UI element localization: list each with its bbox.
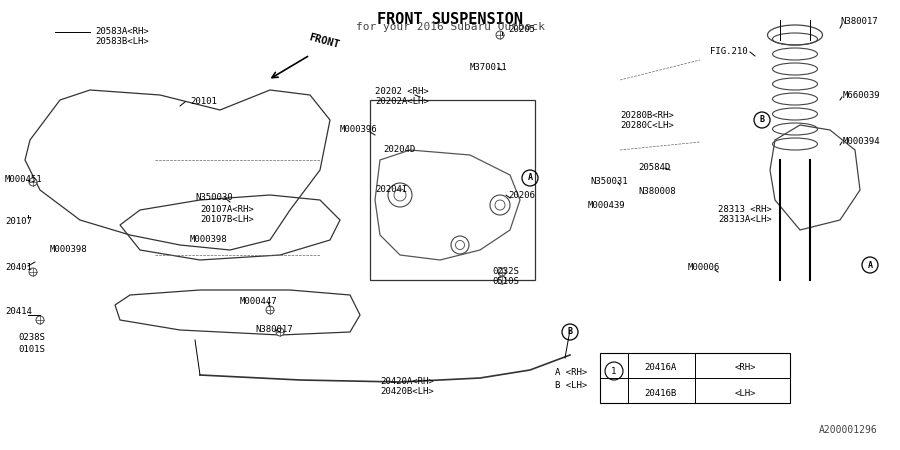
Bar (600, 353, 790, 403)
Text: B: B (760, 116, 764, 125)
Circle shape (498, 276, 506, 284)
Circle shape (29, 178, 37, 186)
Text: 20420B<LH>: 20420B<LH> (380, 387, 434, 396)
Text: 28313A<LH>: 28313A<LH> (718, 216, 772, 225)
Text: 20202 <RH>: 20202 <RH> (375, 87, 428, 96)
Text: 20416A: 20416A (644, 364, 676, 373)
Text: N350031: N350031 (590, 177, 627, 186)
Text: 28313 <RH>: 28313 <RH> (718, 206, 772, 215)
Text: M660039: M660039 (843, 90, 880, 99)
Circle shape (498, 268, 506, 276)
Circle shape (29, 268, 37, 276)
Text: 20204D: 20204D (383, 145, 415, 154)
Text: M000447: M000447 (240, 297, 277, 306)
Text: 0510S: 0510S (492, 278, 519, 287)
Text: A: A (868, 261, 872, 270)
Text: 20420A<RH>: 20420A<RH> (380, 378, 434, 387)
Text: 20204I: 20204I (375, 185, 407, 194)
Text: M370011: M370011 (470, 63, 508, 72)
Text: B: B (568, 328, 572, 337)
Text: 0238S: 0238S (18, 333, 45, 342)
Text: 20584D: 20584D (638, 163, 670, 172)
Text: 20107B<LH>: 20107B<LH> (200, 216, 254, 225)
Text: M000396: M000396 (340, 126, 378, 135)
Text: 20202A<LH>: 20202A<LH> (375, 98, 428, 107)
Text: M000398: M000398 (190, 235, 228, 244)
Text: FRONT SUSPENSION: FRONT SUSPENSION (377, 12, 523, 27)
Text: A: A (527, 174, 533, 183)
Text: 20205: 20205 (508, 26, 535, 35)
Text: 20101: 20101 (190, 98, 217, 107)
Text: M000398: M000398 (50, 246, 87, 255)
Bar (370, 100, 535, 280)
Text: 0232S: 0232S (492, 267, 519, 276)
Text: M000439: M000439 (588, 201, 626, 210)
Text: 20107A<RH>: 20107A<RH> (200, 206, 254, 215)
Text: B <LH>: B <LH> (555, 381, 587, 390)
Text: M000394: M000394 (843, 138, 880, 147)
Text: A200001296: A200001296 (819, 425, 878, 435)
Text: <RH>: <RH> (734, 364, 756, 373)
Text: 20280B<RH>: 20280B<RH> (620, 111, 674, 120)
Circle shape (266, 306, 274, 314)
Text: A <RH>: A <RH> (555, 368, 587, 377)
Text: 20401: 20401 (5, 264, 32, 273)
Text: 20414: 20414 (5, 307, 32, 316)
Text: N380017: N380017 (840, 18, 878, 27)
Text: 0101S: 0101S (18, 346, 45, 355)
Text: 20583A<RH>: 20583A<RH> (95, 27, 148, 36)
Text: for your 2016 Subaru Outback: for your 2016 Subaru Outback (356, 22, 544, 32)
Text: FRONT: FRONT (308, 32, 341, 50)
Text: M000451: M000451 (5, 176, 42, 184)
Text: M00006: M00006 (688, 264, 720, 273)
Text: N350030: N350030 (195, 194, 232, 202)
Text: <LH>: <LH> (734, 388, 756, 397)
Text: 20416B: 20416B (644, 388, 676, 397)
Text: N380008: N380008 (638, 188, 676, 197)
Text: N380017: N380017 (255, 325, 292, 334)
Text: FIG.210: FIG.210 (710, 48, 748, 57)
Text: 20583B<LH>: 20583B<LH> (95, 37, 148, 46)
Circle shape (36, 316, 44, 324)
Text: 1: 1 (611, 366, 616, 375)
Text: 20107: 20107 (5, 217, 32, 226)
Circle shape (496, 31, 504, 39)
Circle shape (276, 328, 284, 336)
Text: 20206: 20206 (508, 190, 535, 199)
Text: 20280C<LH>: 20280C<LH> (620, 121, 674, 130)
